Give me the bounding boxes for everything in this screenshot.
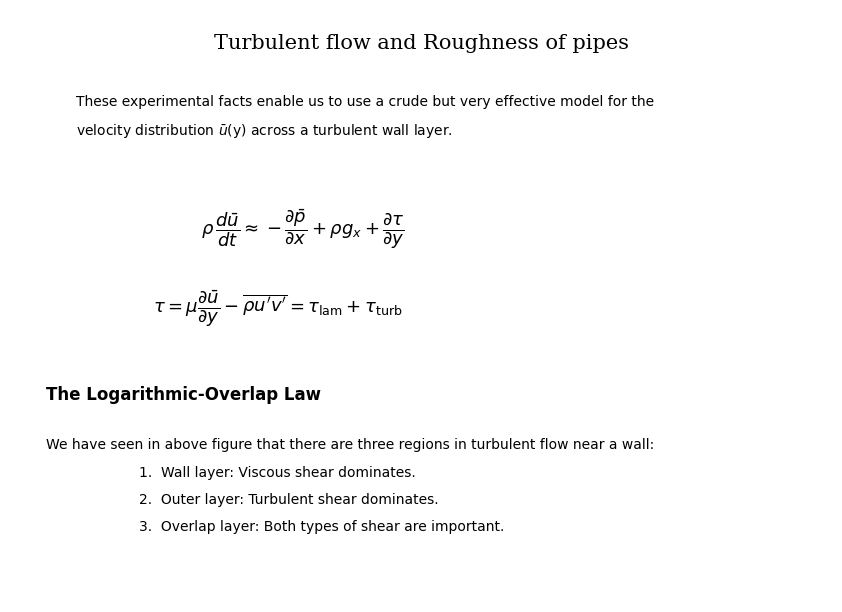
Text: 3.  Overlap layer: Both types of shear are important.: 3. Overlap layer: Both types of shear ar… [139, 520, 504, 534]
Text: Turbulent flow and Roughness of pipes: Turbulent flow and Roughness of pipes [214, 34, 628, 53]
Text: 1.  Wall layer: Viscous shear dominates.: 1. Wall layer: Viscous shear dominates. [139, 466, 416, 480]
Text: $\rho \, \dfrac{d\bar{u}}{dt} \approx -\dfrac{\partial\bar{p}}{\partial x} + \rh: $\rho \, \dfrac{d\bar{u}}{dt} \approx -\… [201, 208, 405, 251]
Text: We have seen in above figure that there are three regions in turbulent flow near: We have seen in above figure that there … [46, 438, 654, 452]
Text: $\tau = \mu\dfrac{\partial\bar{u}}{\partial y} - \overline{\rho u'v'} = \tau_{\m: $\tau = \mu\dfrac{\partial\bar{u}}{\part… [153, 289, 402, 329]
Text: These experimental facts enable us to use a crude but very effective model for t: These experimental facts enable us to us… [76, 95, 654, 109]
Text: 2.  Outer layer: Turbulent shear dominates.: 2. Outer layer: Turbulent shear dominate… [139, 493, 439, 507]
Text: velocity distribution $\bar{u}$(y) across a turbulent wall layer.: velocity distribution $\bar{u}$(y) acros… [76, 122, 452, 140]
Text: The Logarithmic-Overlap Law: The Logarithmic-Overlap Law [46, 386, 322, 403]
